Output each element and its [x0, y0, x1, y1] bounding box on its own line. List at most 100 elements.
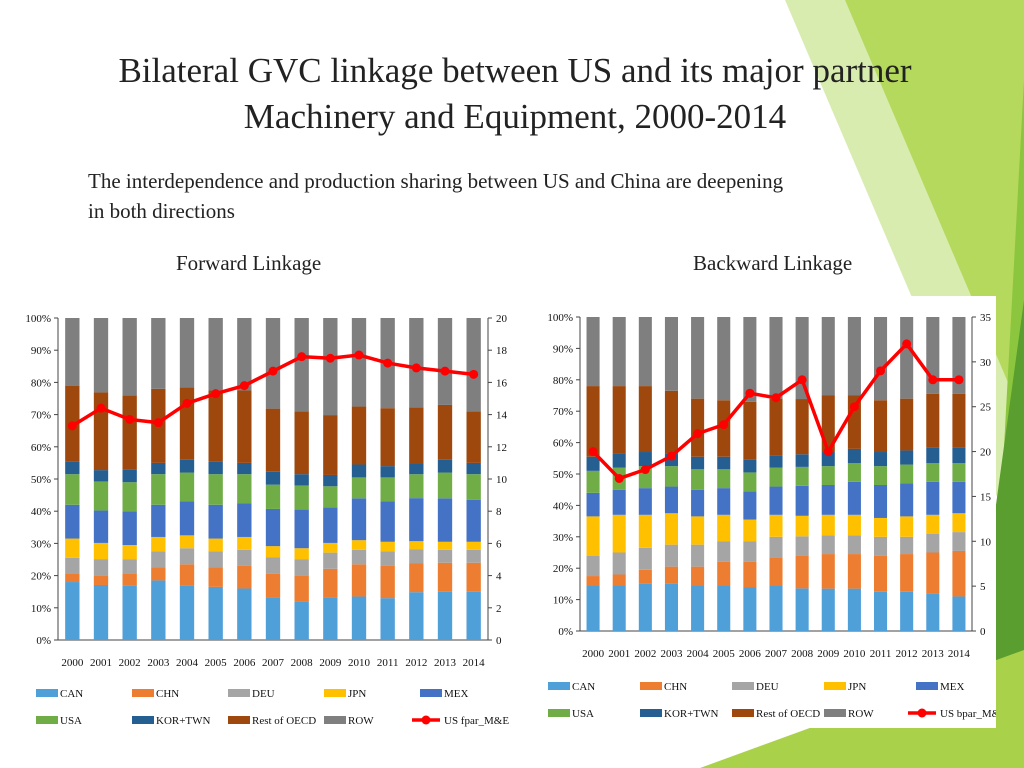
forward-bar-usa [437, 472, 453, 499]
forward-line-point [268, 366, 278, 376]
backward-bar-rest-of-oecd [900, 398, 914, 451]
forward-bar-mex [237, 503, 252, 537]
forward-x-tick-label: 2000 [61, 657, 84, 669]
forward-y2-tick-label: 20 [496, 313, 508, 325]
forward-bar-chn [265, 573, 281, 598]
backward-bar-mex [874, 484, 888, 518]
forward-bar-chn [351, 564, 367, 597]
backward-y2-tick-label: 15 [980, 491, 992, 503]
backward-bar-kor-twn [874, 452, 888, 467]
forward-line-point [153, 418, 163, 428]
backward-bar-row [769, 317, 783, 399]
backward-bar-chn [586, 576, 600, 586]
forward-bar-mex [294, 509, 309, 549]
forward-legend-label: USA [60, 715, 82, 727]
forward-bar-jpn [409, 541, 424, 550]
forward-y2-tick-label: 4 [496, 571, 502, 583]
backward-bar-chn [952, 550, 966, 597]
backward-bar-can [612, 585, 626, 631]
backward-bar-kor-twn [691, 456, 705, 470]
forward-bar-deu [380, 551, 395, 566]
backward-bar-row [900, 317, 914, 399]
backward-bar-can [900, 591, 914, 631]
backward-bar-mex [952, 481, 966, 514]
forward-bar-jpn [122, 545, 137, 560]
forward-bar-can [323, 597, 338, 640]
backward-bar-chn [926, 552, 940, 594]
forward-bar-chn [323, 568, 338, 598]
forward-bar-rest-of-oecd [122, 395, 137, 470]
backward-line-point [614, 473, 624, 483]
forward-bar-row [208, 318, 223, 391]
forward-bar-chn [179, 564, 195, 586]
forward-line-point [383, 358, 393, 368]
backward-bar-usa [847, 463, 861, 482]
backward-line-point [588, 447, 598, 457]
forward-bar-rest-of-oecd [466, 411, 481, 463]
backward-x-tick-label: 2005 [713, 648, 736, 660]
backward-bar-row [586, 317, 600, 387]
forward-legend-swatch [324, 716, 346, 724]
backward-y-tick-label: 0% [558, 626, 573, 638]
forward-legend-label: CAN [60, 688, 83, 700]
backward-bar-usa [717, 469, 731, 489]
forward-legend-label: DEU [252, 688, 275, 700]
forward-legend-swatch [132, 689, 154, 697]
forward-bar-row [237, 318, 252, 391]
backward-bar-can [952, 596, 966, 631]
forward-bar-deu [437, 549, 453, 563]
backward-x-tick-label: 2013 [922, 648, 945, 660]
backward-bar-deu [586, 555, 600, 577]
forward-bar-deu [93, 559, 109, 576]
backward-bar-usa [691, 469, 705, 490]
forward-bar-usa [65, 474, 80, 505]
backward-y-tick-label: 90% [553, 343, 573, 355]
forward-bar-kor-twn [151, 462, 166, 475]
forward-y-tick-label: 20% [31, 571, 51, 583]
forward-bar-mex [437, 498, 453, 542]
backward-y2-tick-label: 0 [980, 626, 986, 638]
backward-bar-rest-of-oecd [795, 399, 809, 455]
forward-bar-deu [65, 557, 80, 574]
forward-bar-can [151, 580, 166, 640]
backward-bar-row [743, 317, 757, 402]
backward-bar-mex [769, 486, 783, 515]
forward-line-point [239, 381, 249, 391]
forward-bar-row [265, 318, 281, 409]
backward-bar-rest-of-oecd [874, 400, 888, 453]
backward-line-point [849, 402, 859, 412]
backward-legend-label: CAN [572, 681, 595, 693]
backward-bar-usa [586, 470, 600, 493]
backward-legend-swatch [732, 682, 754, 690]
forward-line-point [354, 350, 364, 360]
forward-bar-deu [122, 559, 137, 574]
backward-legend-label: US bpar_M&E [940, 708, 996, 720]
forward-bar-rest-of-oecd [351, 406, 367, 465]
forward-bar-can [265, 597, 281, 640]
forward-legend-label: Rest of OECD [252, 715, 316, 727]
forward-bar-chn [294, 575, 309, 602]
backward-line-point [745, 388, 755, 398]
forward-bar-can [437, 591, 453, 640]
backward-legend-swatch [916, 682, 938, 690]
backward-legend-label: DEU [756, 681, 779, 693]
forward-bar-mex [380, 501, 395, 542]
backward-legend-swatch [548, 709, 570, 717]
backward-x-tick-label: 2006 [739, 648, 762, 660]
backward-line-point [902, 339, 912, 349]
forward-bar-can [380, 598, 395, 640]
forward-bar-chn [380, 565, 395, 599]
forward-bar-deu [179, 548, 195, 565]
forward-line-point [96, 403, 106, 413]
forward-bar-kor-twn [294, 474, 309, 486]
backward-line-point [823, 447, 833, 457]
backward-y-tick-label: 40% [553, 500, 573, 512]
forward-x-tick-label: 2005 [205, 657, 228, 669]
backward-bar-deu [900, 536, 914, 555]
forward-legend-swatch [324, 689, 346, 697]
backward-bar-can [743, 587, 757, 631]
backward-bar-row [664, 317, 678, 391]
forward-y-tick-label: 0% [36, 635, 51, 647]
backward-bar-row [691, 317, 705, 399]
forward-y2-tick-label: 12 [496, 442, 507, 454]
